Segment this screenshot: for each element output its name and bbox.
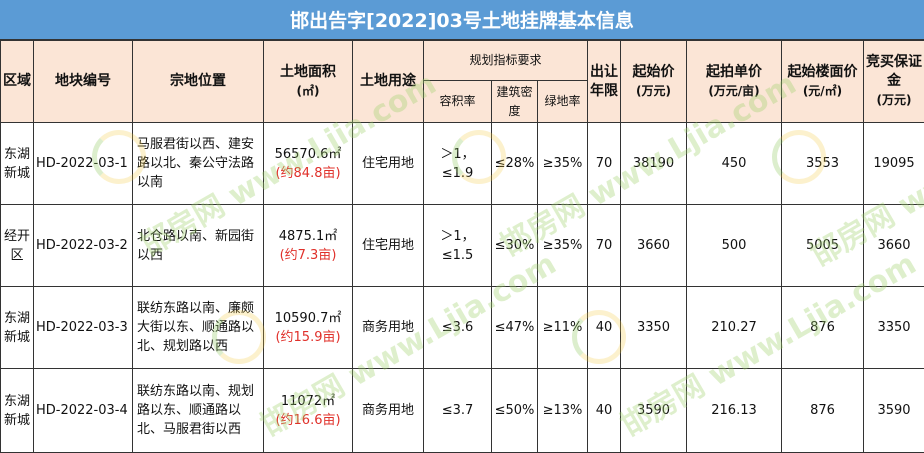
cell-land-use: 商务用地 (353, 287, 424, 369)
cell-area-mu: (约84.8亩) (266, 164, 350, 183)
cell-term: 70 (588, 123, 621, 205)
header-far: 容积率 (424, 81, 492, 123)
cell-deposit: 3350 (864, 287, 924, 369)
cell-deposit: 3590 (864, 369, 924, 453)
header-deposit: 竞买保证金 (万元) (864, 41, 924, 123)
cell-location: 马服君街以西、建安路以北、秦公守法路以南 (133, 123, 264, 205)
header-unit-price: 起拍单价 (万元/亩) (687, 41, 782, 123)
header-unit-price-unit: (万元/亩) (689, 82, 779, 101)
cell-area: 56570.6㎡ (约84.8亩) (264, 123, 353, 205)
cell-deposit: 3660 (864, 205, 924, 287)
header-area-unit: (㎡) (266, 82, 350, 101)
header-floor-price-label: 起始楼面价 (788, 64, 858, 80)
cell-density: ≤47% (492, 287, 538, 369)
cell-area-sqm: 11072㎡ (281, 394, 335, 409)
cell-density: ≤30% (492, 205, 538, 287)
cell-land-use: 商务用地 (353, 369, 424, 453)
cell-area: 10590.7㎡ (约15.9亩) (264, 287, 353, 369)
cell-floor-price: 876 (782, 369, 864, 453)
cell-area-sqm: 56570.6㎡ (275, 147, 342, 162)
cell-far: ≤3.7 (424, 369, 492, 453)
cell-green: ≥13% (538, 369, 588, 453)
cell-region: 东湖新城 (1, 287, 34, 369)
header-planning: 规划指标要求 (424, 41, 588, 81)
cell-density: ≤50% (492, 369, 538, 453)
header-deposit-label: 竞买保证金 (866, 54, 922, 89)
cell-floor-price: 3553 (782, 123, 864, 205)
cell-unit-price: 210.27 (687, 287, 782, 369)
header-area-label: 土地面积 (280, 64, 336, 80)
cell-region: 经开区 (1, 205, 34, 287)
cell-unit-price: 216.13 (687, 369, 782, 453)
cell-area: 4875.1㎡ (约7.3亩) (264, 205, 353, 287)
cell-area-sqm: 10590.7㎡ (275, 311, 342, 326)
cell-term: 40 (588, 369, 621, 453)
header-plot-code: 地块编号 (34, 41, 133, 123)
cell-land-use: 住宅用地 (353, 205, 424, 287)
cell-area: 11072㎡ (约16.6亩) (264, 369, 353, 453)
header-region: 区域 (1, 41, 34, 123)
cell-land-use: 住宅用地 (353, 123, 424, 205)
cell-location: 北仓路以南、新园街以西 (133, 205, 264, 287)
table-title: 邯出告字[2022]03号土地挂牌基本信息 (0, 0, 924, 40)
land-info-table: 区域 地块编号 宗地位置 土地面积 (㎡) 土地用途 规划指标要求 出让年限 起… (0, 40, 924, 453)
header-floor-price-unit: (元/㎡) (784, 82, 861, 101)
header-start-price-unit: (万元) (623, 82, 684, 101)
cell-far: ＞1，≤1.5 (424, 205, 492, 287)
cell-green: ≥35% (538, 205, 588, 287)
cell-area-mu: (约7.3亩) (266, 246, 350, 265)
cell-location: 联纺东路以南、规划路以东、顺通路以北、马服君街以西 (133, 369, 264, 453)
cell-plot-code: HD-2022-03-1 (34, 123, 133, 205)
table-row: 经开区 HD-2022-03-2 北仓路以南、新园街以西 4875.1㎡ (约7… (1, 205, 924, 287)
header-area: 土地面积 (㎡) (264, 41, 353, 123)
cell-start-price: 3590 (621, 369, 687, 453)
header-green: 绿地率 (538, 81, 588, 123)
cell-location: 联纺东路以南、廉颇大街以东、顺通路以北、规划路以西 (133, 287, 264, 369)
header-deposit-unit: (万元) (866, 91, 922, 110)
cell-term: 70 (588, 205, 621, 287)
cell-area-mu: (约16.6亩) (266, 411, 350, 430)
cell-deposit: 19095 (864, 123, 924, 205)
cell-region: 东湖新城 (1, 369, 34, 453)
table-row: 东湖新城 HD-2022-03-4 联纺东路以南、规划路以东、顺通路以北、马服君… (1, 369, 924, 453)
cell-far: ≤3.6 (424, 287, 492, 369)
cell-unit-price: 450 (687, 123, 782, 205)
header-land-use: 土地用途 (353, 41, 424, 123)
cell-term: 40 (588, 287, 621, 369)
cell-unit-price: 500 (687, 205, 782, 287)
cell-plot-code: HD-2022-03-4 (34, 369, 133, 453)
header-density: 建筑密度 (492, 81, 538, 123)
header-start-price-label: 起始价 (633, 64, 675, 80)
cell-plot-code: HD-2022-03-3 (34, 287, 133, 369)
cell-start-price: 3350 (621, 287, 687, 369)
header-unit-price-label: 起拍单价 (706, 64, 762, 80)
table-row: 东湖新城 HD-2022-03-1 马服君街以西、建安路以北、秦公守法路以南 5… (1, 123, 924, 205)
cell-floor-price: 5005 (782, 205, 864, 287)
header-term: 出让年限 (588, 41, 621, 123)
cell-density: ≤28% (492, 123, 538, 205)
cell-area-sqm: 4875.1㎡ (279, 229, 338, 244)
header-floor-price: 起始楼面价 (元/㎡) (782, 41, 864, 123)
cell-area-mu: (约15.9亩) (266, 328, 350, 347)
cell-green: ≥35% (538, 123, 588, 205)
cell-far: ＞1，≤1.9 (424, 123, 492, 205)
cell-green: ≥11% (538, 287, 588, 369)
header-start-price: 起始价 (万元) (621, 41, 687, 123)
header-location: 宗地位置 (133, 41, 264, 123)
cell-start-price: 38190 (621, 123, 687, 205)
cell-floor-price: 876 (782, 287, 864, 369)
cell-start-price: 3660 (621, 205, 687, 287)
table-row: 东湖新城 HD-2022-03-3 联纺东路以南、廉颇大街以东、顺通路以北、规划… (1, 287, 924, 369)
cell-plot-code: HD-2022-03-2 (34, 205, 133, 287)
cell-region: 东湖新城 (1, 123, 34, 205)
